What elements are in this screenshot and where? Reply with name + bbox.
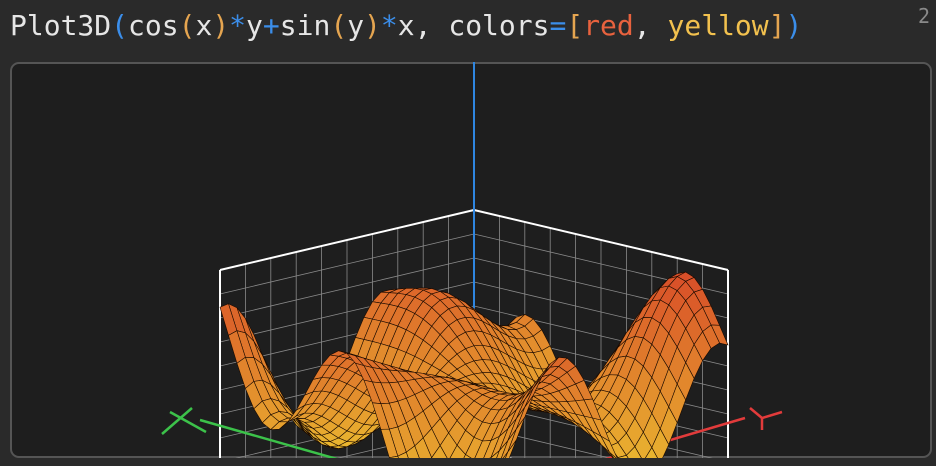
y-axis xyxy=(605,416,746,458)
x-axis-marker xyxy=(169,410,207,434)
surface-patch xyxy=(617,454,629,458)
surface-patch xyxy=(474,440,492,458)
code-token: ( xyxy=(178,9,196,42)
code-token: red xyxy=(583,9,634,42)
code-token: ] xyxy=(768,9,786,42)
code-token: ) xyxy=(212,9,230,42)
surface-patch xyxy=(397,451,409,458)
surface-patch xyxy=(431,445,448,458)
code-token: * xyxy=(380,9,398,42)
x-axis-marker xyxy=(161,407,193,435)
surface-patch xyxy=(449,444,466,458)
code-token: ( xyxy=(330,9,348,42)
surface-patch xyxy=(503,451,509,458)
code-line[interactable]: Plot3D(cos(x)*y+sin(y)*x, colors=[red, y… xyxy=(10,6,802,46)
code-token: , colors xyxy=(414,9,550,42)
surface-patch xyxy=(465,436,483,458)
code-token: ) xyxy=(364,9,381,42)
surface-patch xyxy=(651,428,670,458)
code-token: cos xyxy=(128,9,179,42)
wall-grid xyxy=(219,209,475,271)
code-token: Plot3D xyxy=(10,9,112,42)
line-number: 2 xyxy=(917,4,930,28)
code-token: y xyxy=(347,9,365,42)
y-axis-marker xyxy=(749,407,763,419)
surface-patch xyxy=(505,439,517,458)
code-token: , xyxy=(633,9,668,42)
wall-grid xyxy=(219,233,475,295)
code-token: * xyxy=(229,9,247,42)
surface-patch xyxy=(388,455,399,458)
surface-patch xyxy=(414,437,433,458)
code-token: x xyxy=(195,9,213,42)
surface-patch xyxy=(463,454,472,458)
code-token: = xyxy=(549,9,567,42)
surface-patch xyxy=(405,445,420,458)
code-token: ( xyxy=(111,9,129,42)
code-token: x xyxy=(397,9,415,42)
code-token: [ xyxy=(566,9,584,42)
surface-patch xyxy=(634,431,653,458)
x-axis xyxy=(199,418,339,458)
code-token: sin xyxy=(279,9,331,42)
wall-grid xyxy=(219,257,475,319)
code-token: y xyxy=(246,9,263,42)
code-token: ) xyxy=(785,9,803,42)
surface-patch xyxy=(645,446,658,458)
surface-patch xyxy=(626,446,642,458)
surface-patch xyxy=(496,440,509,458)
code-token: yellow xyxy=(667,9,769,42)
y-axis-marker xyxy=(761,410,783,420)
plot-output xyxy=(10,62,932,458)
surface-patch xyxy=(439,432,458,458)
code-token: + xyxy=(262,9,280,42)
wall-grid xyxy=(473,209,729,271)
